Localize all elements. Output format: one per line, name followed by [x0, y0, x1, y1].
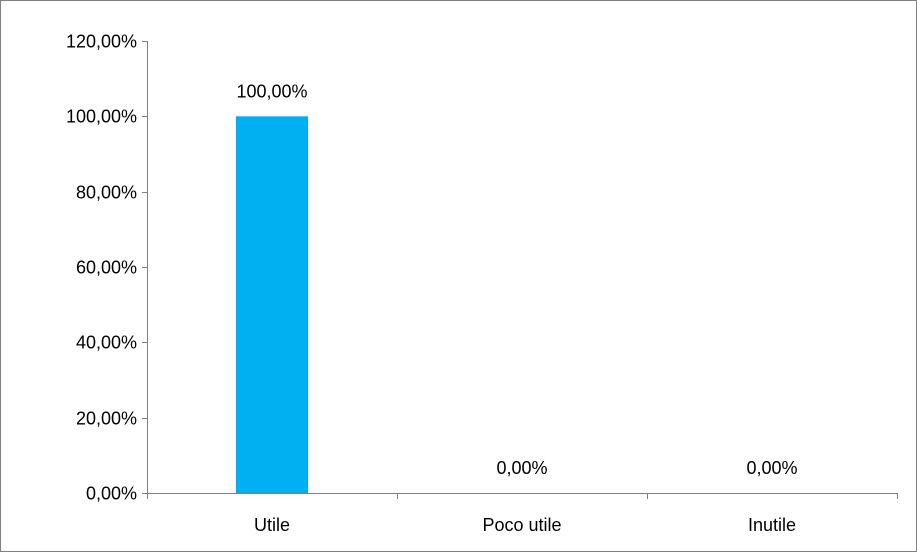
x-axis: Utile Poco utile Inutile	[147, 493, 898, 535]
data-label: 0,00%	[746, 458, 797, 478]
y-tick-label: 40,00%	[76, 333, 137, 353]
y-tick-label: 120,00%	[66, 32, 137, 52]
y-axis: 0,00% 20,00% 40,00% 60,00% 80,00% 100,00% 120,…	[66, 32, 148, 504]
x-category-label: Poco utile	[482, 515, 561, 535]
y-tick-label: 100,00%	[66, 107, 137, 127]
y-tick-label: 60,00%	[76, 258, 137, 278]
bars	[236, 116, 308, 493]
x-category-label: Utile	[254, 515, 290, 535]
x-category-label: Inutile	[748, 515, 796, 535]
bar-utile	[236, 116, 308, 493]
y-tick-label: 0,00%	[86, 484, 137, 504]
data-label: 100,00%	[236, 81, 307, 101]
data-label: 0,00%	[496, 458, 547, 478]
data-labels: 100,00% 0,00% 0,00%	[236, 81, 797, 478]
y-tick-label: 20,00%	[76, 409, 137, 429]
y-tick-label: 80,00%	[76, 183, 137, 203]
